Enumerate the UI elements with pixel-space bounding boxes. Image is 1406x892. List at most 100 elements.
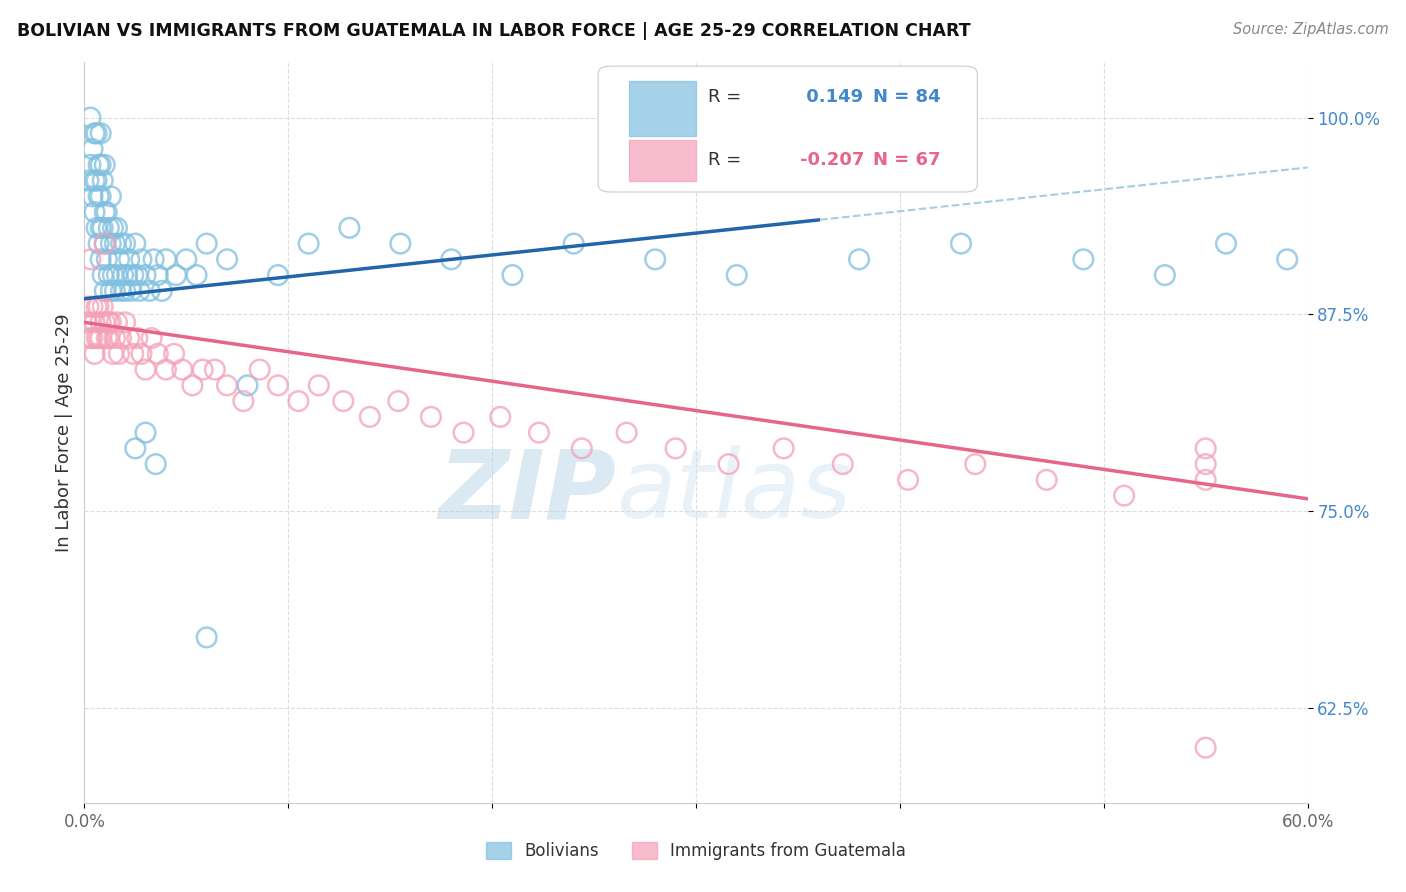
Point xyxy=(90,220,112,235)
Point xyxy=(101,268,124,282)
Point xyxy=(131,252,153,267)
Point xyxy=(298,236,321,251)
Point xyxy=(141,331,163,345)
Point xyxy=(91,268,114,282)
Point xyxy=(93,236,115,251)
Point xyxy=(831,457,853,471)
Point xyxy=(1035,473,1057,487)
Point xyxy=(86,126,108,140)
Point xyxy=(86,331,108,345)
Point xyxy=(90,331,112,345)
Point xyxy=(124,442,146,456)
Point xyxy=(146,268,169,282)
Point xyxy=(100,189,122,203)
Point xyxy=(110,284,132,298)
Point xyxy=(104,284,127,298)
Point xyxy=(79,158,101,172)
Legend: Bolivians, Immigrants from Guatemala: Bolivians, Immigrants from Guatemala xyxy=(478,834,914,869)
Point xyxy=(135,425,157,440)
Point xyxy=(77,173,100,187)
Point xyxy=(96,252,118,267)
Point xyxy=(87,189,110,203)
Point xyxy=(150,284,173,298)
Point xyxy=(114,284,136,298)
Point xyxy=(665,442,688,456)
Point xyxy=(236,378,259,392)
Point xyxy=(83,173,105,187)
Point xyxy=(114,315,136,329)
Point xyxy=(79,252,101,267)
Point xyxy=(97,315,120,329)
Point xyxy=(97,331,120,345)
Point xyxy=(644,252,666,267)
Point xyxy=(950,236,973,251)
Point xyxy=(562,236,585,251)
Point xyxy=(122,347,145,361)
Point xyxy=(105,315,128,329)
Point xyxy=(848,252,870,267)
Point xyxy=(204,362,226,376)
Text: N = 84: N = 84 xyxy=(873,88,941,106)
Point xyxy=(97,268,120,282)
Point xyxy=(440,252,463,267)
Point xyxy=(965,457,987,471)
Point xyxy=(420,409,443,424)
Point xyxy=(87,300,110,314)
Point xyxy=(118,252,141,267)
Point xyxy=(138,284,160,298)
Point xyxy=(502,268,524,282)
Point xyxy=(101,220,124,235)
Point xyxy=(308,378,330,392)
Bar xyxy=(628,140,696,181)
Point xyxy=(155,252,177,267)
Point xyxy=(571,442,593,456)
Point xyxy=(124,236,146,251)
Point xyxy=(91,220,114,235)
Point xyxy=(93,158,115,172)
Point xyxy=(90,189,112,203)
Point xyxy=(79,111,101,125)
Point xyxy=(93,236,115,251)
Point xyxy=(87,236,110,251)
Point xyxy=(172,362,194,376)
Point xyxy=(97,220,120,235)
Point xyxy=(93,284,115,298)
Point xyxy=(120,284,142,298)
Point xyxy=(359,409,381,424)
Point xyxy=(100,236,122,251)
Point xyxy=(112,268,135,282)
Text: R =: R = xyxy=(709,88,741,106)
Y-axis label: In Labor Force | Age 25-29: In Labor Force | Age 25-29 xyxy=(55,313,73,552)
Point xyxy=(82,300,104,314)
Point xyxy=(232,394,254,409)
Point xyxy=(155,362,177,376)
Text: ZIP: ZIP xyxy=(439,445,616,539)
Text: atlas: atlas xyxy=(616,445,852,539)
Point xyxy=(90,126,112,140)
Point xyxy=(108,252,131,267)
Text: 0.149: 0.149 xyxy=(800,88,863,106)
Point xyxy=(77,300,100,314)
Point xyxy=(90,158,112,172)
Point xyxy=(104,331,127,345)
Point xyxy=(165,268,187,282)
Point xyxy=(83,347,105,361)
Point xyxy=(195,631,218,645)
Point xyxy=(127,331,149,345)
Text: N = 67: N = 67 xyxy=(873,151,941,169)
Point xyxy=(217,252,239,267)
Point xyxy=(91,300,114,314)
Point xyxy=(135,268,157,282)
Point xyxy=(527,425,550,440)
Point xyxy=(332,394,354,409)
Point xyxy=(387,394,409,409)
Point xyxy=(100,315,122,329)
Point xyxy=(142,252,165,267)
Point xyxy=(1277,252,1299,267)
Point xyxy=(135,362,157,376)
Point xyxy=(82,142,104,156)
Point xyxy=(146,347,169,361)
Point xyxy=(90,252,112,267)
Point xyxy=(249,362,271,376)
Point xyxy=(122,268,145,282)
